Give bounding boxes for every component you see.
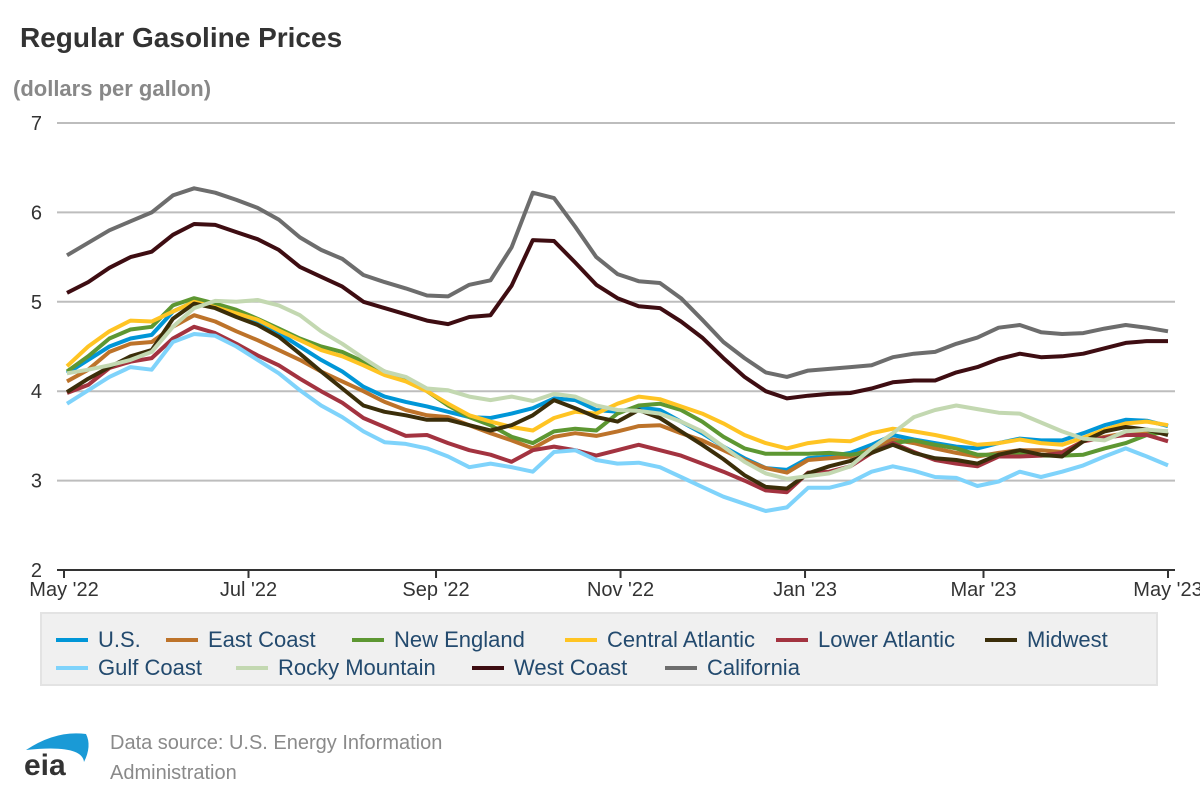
- legend-item[interactable]: U.S.: [56, 626, 141, 654]
- y-tick-label: 2: [31, 560, 42, 582]
- legend-item[interactable]: East Coast: [166, 626, 316, 654]
- legend-label: Rocky Mountain: [278, 655, 436, 680]
- legend-item[interactable]: New England: [352, 626, 525, 654]
- series-lines: [65, 186, 1169, 513]
- legend-swatch: [166, 638, 198, 642]
- legend-label: East Coast: [208, 627, 316, 652]
- svg-text:eia: eia: [24, 749, 66, 780]
- legend-swatch: [985, 638, 1017, 642]
- legend-swatch: [56, 638, 88, 642]
- legend-item[interactable]: Gulf Coast: [56, 654, 202, 682]
- series-line-lower-atlantic: [66, 324, 1169, 495]
- legend-label: Gulf Coast: [98, 655, 202, 680]
- x-tick-label: Jan '23: [773, 579, 837, 601]
- series-line-gulf-coast: [65, 332, 1169, 513]
- chart-title: Regular Gasoline Prices: [20, 22, 343, 53]
- legend-swatch: [665, 666, 697, 670]
- series-line-central-atlantic: [65, 299, 1169, 451]
- eia-logo: eia: [24, 733, 89, 780]
- series-line-midwest: [65, 301, 1169, 491]
- legend-swatch: [56, 666, 88, 670]
- legend-label: Lower Atlantic: [818, 627, 955, 652]
- gridlines: [57, 122, 1175, 571]
- y-axis-ticks: 2 3 4 5 6 7: [31, 113, 42, 582]
- series-line-rocky-mountain: [66, 298, 1169, 481]
- series-line-west-coast: [66, 222, 1168, 401]
- legend-item[interactable]: Lower Atlantic: [776, 626, 955, 654]
- y-tick-label: 4: [31, 381, 42, 403]
- y-tick-label: 5: [31, 292, 42, 314]
- legend-label: Central Atlantic: [607, 627, 755, 652]
- y-tick-label: 6: [31, 202, 42, 224]
- x-axis-ticks: May '22 Jul '22 Sep '22 Nov '22 Jan '23 Mar '…: [29, 570, 1200, 601]
- legend-swatch: [565, 638, 597, 642]
- x-tick-label: Nov '22: [587, 579, 654, 601]
- data-source-note: Data source: U.S. Energy Information Adm…: [110, 732, 443, 784]
- series-line-california: [65, 186, 1169, 379]
- x-tick-label: Sep '22: [402, 579, 469, 601]
- legend-label: New England: [394, 627, 525, 652]
- legend-swatch: [236, 666, 268, 670]
- legend-label: West Coast: [514, 655, 628, 680]
- legend-item[interactable]: Midwest: [985, 626, 1108, 654]
- y-tick-label: 3: [31, 471, 42, 493]
- x-tick-label: Mar '23: [950, 579, 1016, 601]
- legend-swatch: [472, 666, 504, 670]
- legend-item[interactable]: Rocky Mountain: [236, 654, 436, 682]
- legend: U.S. East Coast New England Central Atlanti…: [40, 612, 1158, 686]
- legend-label: Midwest: [1027, 627, 1108, 652]
- legend-item[interactable]: California: [665, 654, 800, 682]
- x-tick-label: Jul '22: [220, 579, 277, 601]
- legend-swatch: [776, 638, 808, 642]
- y-tick-label: 7: [31, 113, 42, 135]
- legend-swatch: [352, 638, 384, 642]
- legend-label: California: [707, 655, 800, 680]
- legend-item[interactable]: West Coast: [472, 654, 627, 682]
- legend-label: U.S.: [98, 627, 141, 652]
- x-tick-label: May '23: [1133, 579, 1200, 601]
- legend-item[interactable]: Central Atlantic: [565, 626, 755, 654]
- x-tick-label: May '22: [29, 579, 98, 601]
- chart-subtitle: (dollars per gallon): [13, 76, 212, 101]
